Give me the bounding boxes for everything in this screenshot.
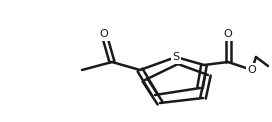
Text: S: S (172, 52, 180, 62)
Text: O: O (224, 29, 232, 39)
Text: O: O (248, 65, 256, 75)
Text: O: O (100, 29, 108, 39)
